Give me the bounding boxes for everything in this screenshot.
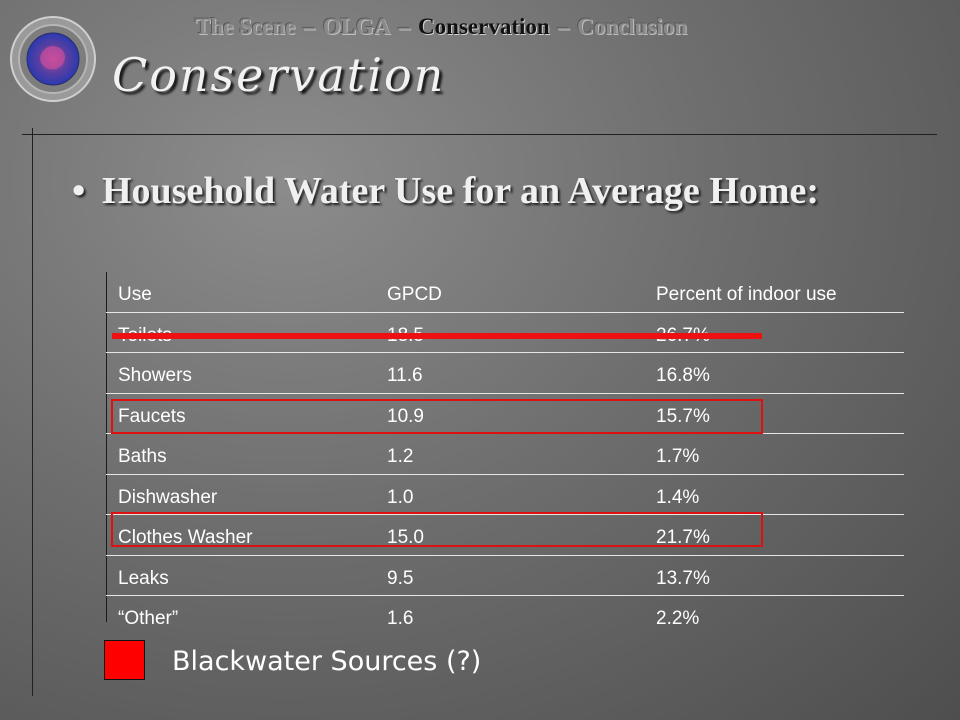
water-drop-globe-icon	[10, 16, 96, 102]
cell-percent: 1.7%	[656, 446, 700, 467]
water-use-table: Use GPCD Percent of indoor use Toilets 1…	[106, 272, 904, 636]
cell-use: Baths	[118, 446, 167, 467]
legend-swatch	[104, 640, 145, 680]
table-row: Baths 1.2 1.7%	[106, 434, 904, 475]
title-divider	[22, 134, 937, 135]
cell-gpcd: 11.6	[387, 365, 423, 386]
cell-use: Dishwasher	[118, 486, 218, 508]
cell-gpcd: 1.0	[387, 486, 414, 508]
cell-percent: 13.7%	[656, 567, 710, 589]
header-gpcd: GPCD	[387, 284, 442, 305]
header-use: Use	[118, 284, 152, 305]
cell-use: Faucets	[118, 405, 186, 427]
table-row: Showers 11.6 16.8%	[106, 353, 904, 394]
slide-title: Conservation	[112, 48, 446, 102]
highlight-box-clothes-washer	[111, 512, 763, 547]
section-nav: The Scene – OLGA – Conservation – Conclusion	[195, 14, 687, 40]
cell-gpcd: 1.6	[387, 608, 414, 629]
table-left-border	[106, 272, 107, 622]
cell-gpcd: 1.2	[387, 446, 414, 467]
nav-item-olga[interactable]: OLGA	[322, 14, 391, 39]
nav-separator: –	[557, 14, 570, 39]
strikethrough-toilets	[112, 333, 762, 339]
bullet-symbol: •	[72, 170, 86, 212]
cell-gpcd: 15.0	[387, 527, 424, 548]
nav-item-conservation[interactable]: Conservation	[418, 14, 550, 39]
cell-percent: 21.7%	[656, 527, 710, 548]
cell-percent: 15.7%	[656, 405, 710, 427]
nav-item-conclusion[interactable]: Conclusion	[577, 14, 688, 39]
left-divider	[32, 128, 33, 696]
cell-use: Showers	[118, 365, 192, 386]
bullet-point: • Household Water Use for an Average Hom…	[72, 168, 872, 214]
cell-gpcd: 10.9	[387, 405, 424, 427]
cell-gpcd: 9.5	[387, 567, 414, 589]
cell-use: Leaks	[118, 567, 169, 589]
nav-item-the-scene[interactable]: The Scene	[195, 14, 296, 39]
nav-separator: –	[303, 14, 315, 39]
table-row: Clothes Washer 15.0 21.7%	[106, 515, 904, 556]
cell-use: Clothes Washer	[118, 527, 253, 548]
cell-percent: 2.2%	[656, 608, 700, 629]
legend-label: Blackwater Sources (?)	[172, 646, 482, 677]
cell-percent: 16.8%	[656, 365, 710, 386]
table-row: “Other” 1.6 2.2%	[106, 596, 904, 636]
table-row: Leaks 9.5 13.7%	[106, 556, 904, 596]
header-percent: Percent of indoor use	[656, 284, 837, 305]
highlight-box-faucets	[111, 399, 763, 434]
cell-use: “Other”	[118, 608, 179, 629]
cell-percent: 1.4%	[656, 486, 700, 508]
table-header-row: Use GPCD Percent of indoor use	[106, 272, 904, 313]
table-row: Dishwasher 1.0 1.4%	[106, 475, 904, 515]
nav-separator: –	[398, 14, 411, 39]
bullet-text: Household Water Use for an Average Home:	[102, 170, 820, 212]
